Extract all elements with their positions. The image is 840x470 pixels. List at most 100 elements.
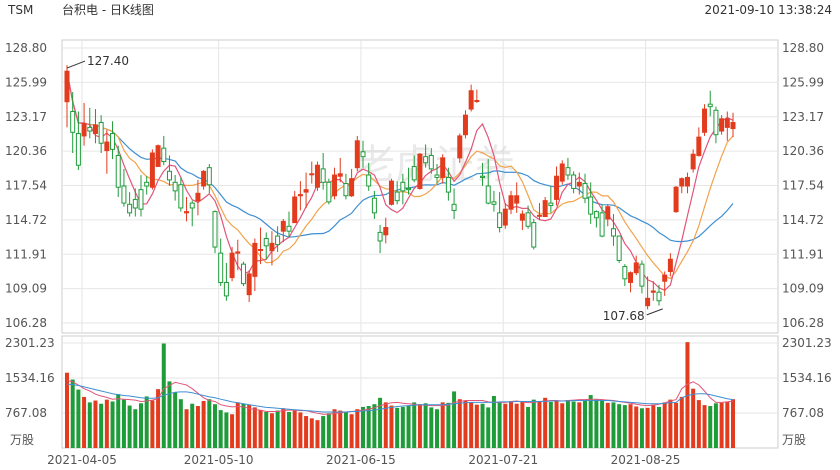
volume-bar — [349, 414, 354, 448]
volume-bar — [639, 408, 644, 448]
volume-bar — [662, 402, 667, 448]
volume-bar — [605, 402, 610, 448]
volume-bar — [395, 407, 400, 448]
candle — [696, 127, 702, 157]
timestamp: 2021-09-10 13:38:24 — [705, 3, 832, 17]
candle-body — [610, 228, 616, 237]
candle — [337, 157, 343, 183]
volume-bar — [298, 412, 303, 448]
volume-bar — [702, 405, 707, 448]
candle — [525, 205, 531, 229]
candle-body — [184, 211, 190, 214]
price-tick-left: 117.54 — [5, 179, 47, 193]
candle-body — [428, 154, 434, 170]
volume-bar — [366, 406, 371, 448]
volume-bar — [269, 413, 274, 448]
candle-body — [559, 163, 565, 182]
date-tick: 2021-04-05 — [47, 453, 117, 467]
candle-body — [599, 212, 605, 237]
candle — [275, 226, 281, 252]
volume-bar — [600, 400, 605, 448]
candle-body — [468, 90, 474, 110]
candle-body — [679, 178, 685, 187]
volume-bar — [184, 409, 189, 448]
candle-body — [582, 183, 588, 199]
volume-bar — [247, 404, 252, 448]
volume-bar — [389, 405, 394, 448]
volume-bar — [537, 401, 542, 448]
volume-bar — [201, 401, 206, 448]
candle-body — [343, 183, 349, 197]
candle — [719, 115, 725, 135]
candle-body — [70, 110, 76, 133]
candle-body — [502, 208, 508, 226]
moving-average-layer — [66, 71, 734, 292]
volume-bar — [378, 397, 383, 448]
candle-body — [178, 184, 184, 209]
candle — [610, 214, 616, 246]
candle — [354, 135, 360, 172]
volume-bar — [309, 418, 314, 448]
volume-bar — [628, 404, 633, 448]
price-tick-left: 109.09 — [5, 282, 47, 296]
candle — [252, 238, 258, 292]
volume-bar — [526, 406, 531, 448]
volume-bar — [725, 401, 730, 448]
volume-bar — [548, 401, 553, 448]
candle — [229, 247, 235, 282]
candle — [673, 185, 679, 213]
volume-bar — [133, 409, 138, 448]
volume-tick-right: 2301.23 — [782, 336, 832, 350]
low-annotation: 107.68 — [603, 309, 645, 323]
candle-body — [138, 189, 144, 210]
candle-body — [189, 202, 195, 209]
candle — [650, 281, 656, 301]
candle — [320, 153, 326, 190]
volume-unit-right: 万股 — [782, 433, 806, 447]
candle-body — [314, 164, 320, 188]
candle-body — [724, 118, 730, 128]
candle — [70, 91, 76, 154]
candle-body — [98, 121, 104, 144]
date-tick: 2021-05-10 — [184, 453, 254, 467]
candle-body — [554, 175, 560, 200]
high-annotation-leader — [66, 60, 86, 69]
candle-body — [354, 140, 360, 169]
volume-bar — [139, 403, 143, 448]
date-tick: 2021-06-15 — [326, 453, 396, 467]
volume-bar — [292, 410, 297, 448]
price-tick-left: 120.36 — [5, 144, 47, 158]
candle — [132, 188, 138, 217]
candle — [240, 261, 246, 287]
candle-body — [235, 251, 241, 254]
volume-unit-left: 万股 — [10, 433, 34, 447]
candle-body — [702, 108, 708, 133]
volume-bar — [514, 403, 519, 448]
candle — [491, 190, 497, 212]
candle-body — [434, 174, 440, 178]
candle — [115, 145, 121, 197]
candle-body — [149, 152, 155, 188]
volume-tick-right: 767.08 — [782, 406, 824, 420]
candle-body — [303, 189, 309, 193]
volume-bar — [719, 402, 724, 448]
candle-body — [320, 168, 326, 183]
candle-body — [127, 203, 133, 214]
candle — [588, 182, 594, 224]
candle — [332, 167, 338, 200]
candle-body — [172, 181, 178, 192]
candle-body — [542, 200, 548, 218]
candle — [531, 218, 537, 250]
volume-bar — [116, 394, 121, 448]
volume-bar — [167, 381, 172, 448]
candle — [423, 144, 429, 168]
volume-bar — [651, 404, 656, 448]
price-tick-left: 123.17 — [5, 110, 47, 124]
volume-bar — [321, 416, 326, 448]
candle-body — [445, 176, 451, 193]
candle-body — [269, 242, 275, 252]
candle — [724, 111, 730, 141]
volume-bar — [218, 410, 223, 448]
candle — [497, 192, 503, 233]
volume-tick-right: 1534.16 — [782, 371, 832, 385]
